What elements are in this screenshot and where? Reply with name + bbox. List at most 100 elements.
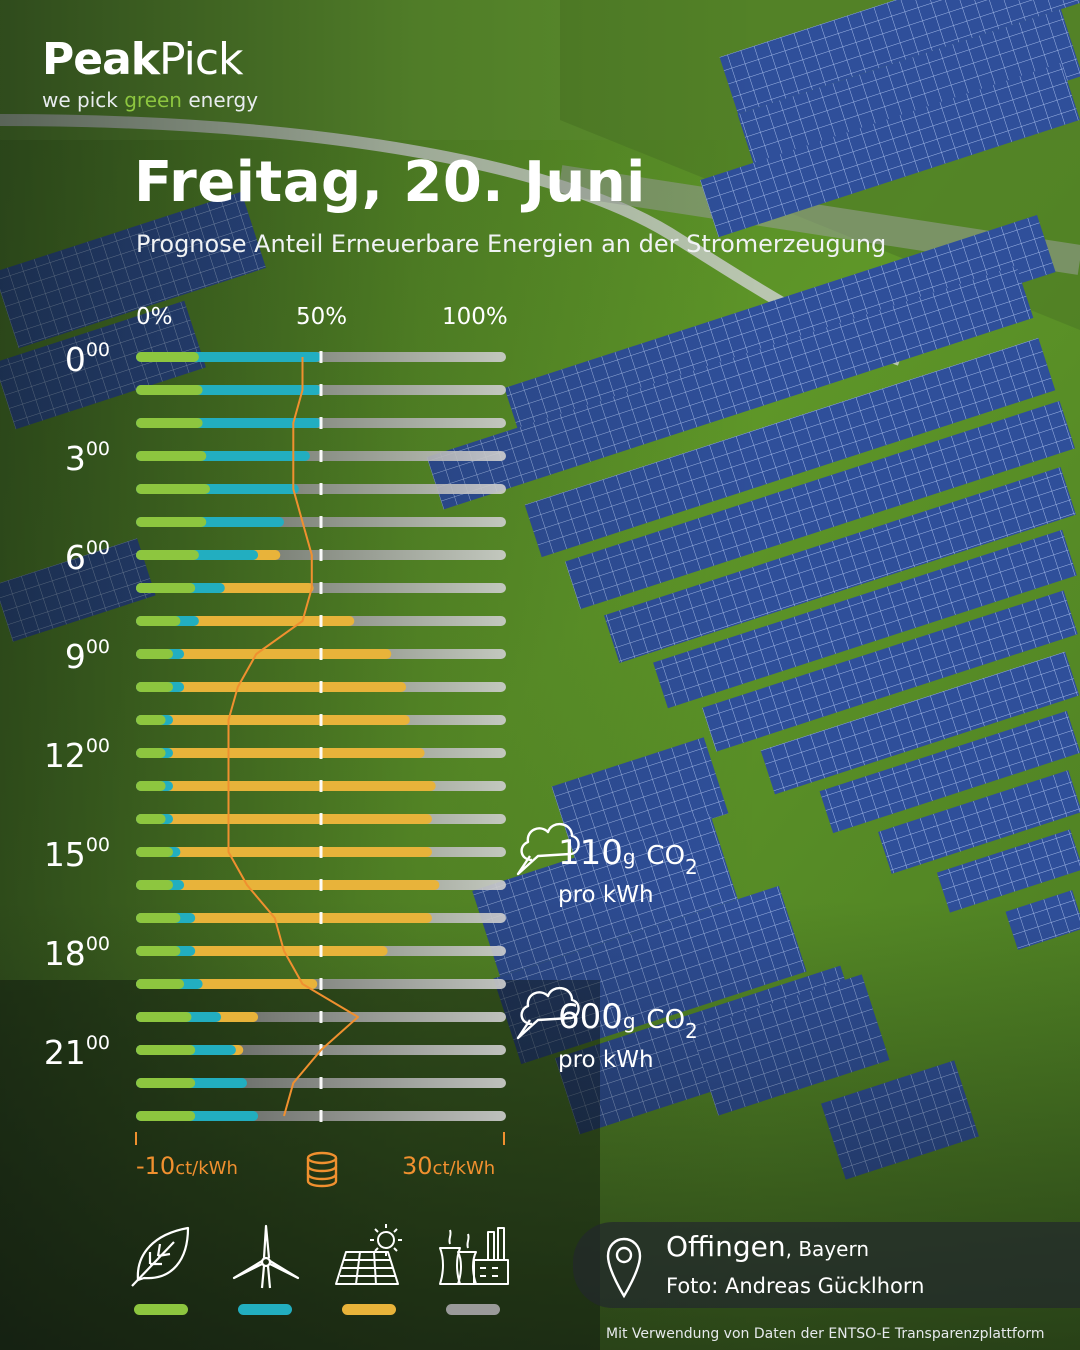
hour-label-minutes: 00 [85,834,110,856]
hour-row-0 [136,351,506,363]
midline-tick [319,978,323,990]
co2-num-1: 110 [558,833,623,873]
bar-biomasse-19 [136,979,185,989]
bar-biomasse-5 [136,517,207,527]
midline-tick [319,483,323,495]
midline-tick [319,879,323,891]
page-subtitle: Prognose Anteil Erneuerbare Energien an … [136,230,887,258]
location-panel [573,1222,1080,1308]
co2-num-2: 600 [558,997,623,1037]
hour-label-18: 1800 [0,934,110,973]
coins-icon [306,1151,338,1188]
bar-biomasse-7 [136,583,196,593]
hour-label-minutes: 00 [85,933,110,955]
price-line [227,357,359,1117]
midline-tick [319,549,323,561]
hour-label-minutes: 00 [85,735,110,757]
tagline-pre: we pick [42,88,125,112]
brand-logo: PeakPick [42,38,244,82]
power-plant-icon [439,1227,509,1285]
hour-label-hour: 15 [43,835,86,874]
midline-tick [319,516,323,528]
legend-bar-biomass [134,1304,188,1315]
bar-biomasse-13 [136,781,166,791]
solar-panel-row [702,590,1078,752]
bar-biomasse-4 [136,484,210,494]
hour-row-17 [136,912,506,924]
solar-panel-row [936,829,1080,913]
hour-row-2 [136,417,506,429]
legend-bar-conventional [446,1304,500,1315]
bar-biomasse-21 [136,1045,196,1055]
location-region: , Bayern [785,1237,869,1261]
map-pin-icon [606,1237,642,1299]
bar-biomasse-23 [136,1111,196,1121]
hour-label-hour: 18 [43,934,86,973]
hour-row-23 [136,1110,506,1122]
midline-tick [319,945,323,957]
hour-row-14 [136,813,506,825]
midline-tick [319,846,323,858]
hour-label-hour: 12 [43,736,86,775]
hour-row-6 [136,549,506,561]
price-max-value: 30 [402,1152,433,1180]
hour-label-hour: 6 [64,538,86,577]
price-min-value: -10 [136,1152,176,1180]
hour-label-hour: 0 [64,340,86,379]
co2-sub-2: 2 [685,1019,698,1043]
hour-label-minutes: 00 [85,339,110,361]
hour-row-19 [136,978,506,990]
bar-biomasse-11 [136,715,166,725]
midline-tick [319,1077,323,1089]
midline-tick [319,780,323,792]
tagline-green: green [124,88,182,112]
hour-label-12: 1200 [0,736,110,775]
page-title: Freitag, 20. Juni [134,150,646,215]
bar-biomasse-16 [136,880,173,890]
hour-label-21: 2100 [0,1033,110,1072]
hour-row-4 [136,483,506,495]
bar-solar-15 [136,847,432,857]
bar-solar-17 [136,913,432,923]
legend-bar-wind [238,1304,292,1315]
tick-label-100: 100% [442,304,508,330]
tagline-post: energy [181,88,259,112]
hour-label-15: 1500 [0,835,110,874]
hour-label-minutes: 00 [85,636,110,658]
bar-biomasse-14 [136,814,166,824]
hour-label-hour: 21 [43,1033,86,1072]
bar-biomasse-17 [136,913,181,923]
co2-value-1: 110g CO2 [558,833,698,877]
midline-tick [319,351,323,363]
hour-row-1 [136,384,506,396]
hour-label-minutes: 00 [85,537,110,559]
bar-biomasse-9 [136,649,173,659]
hour-row-3 [136,450,506,462]
legend-bar-solar [342,1304,396,1315]
midline-tick [319,1110,323,1122]
co2-per-2: pro kWh [558,1047,654,1073]
hour-row-15 [136,846,506,858]
hour-row-5 [136,516,506,528]
bar-biomasse-8 [136,616,181,626]
solar-panel-icon [335,1224,402,1285]
co2-co-2: CO [646,1005,686,1035]
solar-panel-row [700,62,1080,238]
wind-turbine-icon [232,1224,300,1289]
brand-tagline: we pick green energy [42,88,258,112]
bar-biomasse-10 [136,682,173,692]
hour-row-8 [136,615,506,627]
tick-label-0: 0% [136,304,173,330]
midline-tick [319,384,323,396]
price-min-unit: ct/kWh [175,1158,238,1179]
hour-row-10 [136,681,506,693]
co2-sub-1: 2 [685,855,698,879]
price-min-label: -10ct/kWh [136,1152,238,1180]
hour-row-13 [136,780,506,792]
price-max-unit: ct/kWh [432,1158,496,1179]
brand-name-light: Pick [159,34,243,85]
data-credit: Mit Verwendung von Daten der ENTSO-E Tra… [606,1326,1045,1342]
solar-panel-row [819,710,1080,834]
hour-label-9: 900 [0,638,110,674]
hour-row-20 [136,1011,506,1023]
